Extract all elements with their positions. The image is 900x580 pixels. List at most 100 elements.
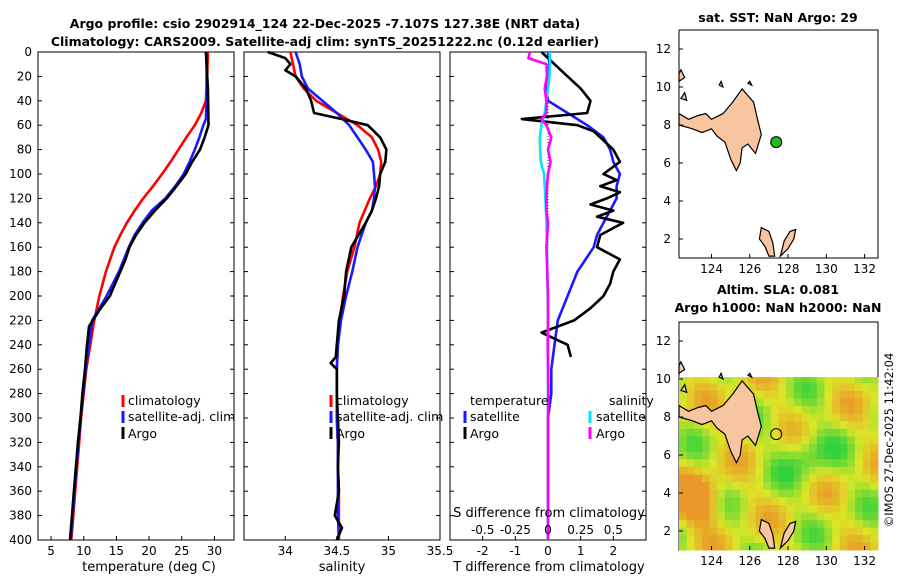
sla-cell <box>709 390 718 399</box>
sla-cell <box>832 466 841 475</box>
sla-cell <box>770 413 779 422</box>
sla-cell <box>839 458 848 467</box>
mindanao-landmass <box>678 87 762 172</box>
sla-cell <box>862 436 871 445</box>
sla-cell <box>724 504 734 513</box>
sla-cell <box>778 443 787 452</box>
sla-cell <box>702 519 711 528</box>
sla-cell <box>862 420 871 429</box>
sla-cell <box>870 519 879 528</box>
sla-cell <box>747 489 757 498</box>
sla-cell <box>763 542 772 551</box>
sla-cell <box>816 451 825 460</box>
small-island <box>746 80 754 87</box>
sla-cell <box>855 420 864 429</box>
sla-cell <box>793 474 802 483</box>
sla-cell <box>770 519 779 528</box>
sla-cell <box>740 436 749 445</box>
sla-cell <box>778 382 787 391</box>
sla-cell <box>786 466 795 475</box>
sla-cell <box>679 481 688 490</box>
sla-cell <box>770 443 779 452</box>
sla-cell <box>709 377 718 384</box>
x-tick-label: 2 <box>610 544 618 558</box>
sla-cell <box>816 542 825 551</box>
sla-cell <box>694 496 703 505</box>
sla-cell <box>770 377 779 384</box>
sla-cell <box>740 489 749 498</box>
sla-cell <box>732 474 741 483</box>
x-tick-label: 30 <box>207 544 222 558</box>
sla-cell <box>793 398 802 407</box>
legend-label-temp-argo: Argo <box>470 426 499 441</box>
sla-cell <box>732 377 741 384</box>
sla-cell <box>702 436 711 445</box>
sla-cell <box>724 481 734 490</box>
sla-cell <box>809 512 818 521</box>
sla-cell <box>747 542 757 551</box>
sla-cell <box>717 519 726 528</box>
sla-cell <box>832 428 841 437</box>
sla-cell <box>816 534 825 543</box>
sla-cell <box>824 496 833 505</box>
map-x-tick-label: 124 <box>700 262 723 276</box>
sla-cell <box>816 489 825 498</box>
series-line-temperature-argo <box>520 51 625 358</box>
sla-cell <box>763 382 772 391</box>
sla-cell <box>855 413 864 422</box>
sla-cell <box>679 474 688 483</box>
sla-cell <box>832 519 841 528</box>
sla-cell <box>801 413 810 422</box>
sla-cell <box>839 413 848 422</box>
timestamp-watermark: ©IMOS 27-Dec-2025 11:42:04 <box>882 353 896 528</box>
map-y-tick-label: 2 <box>663 232 671 246</box>
sla-cell <box>679 496 688 505</box>
sla-cell <box>763 377 772 384</box>
sla-cell <box>870 504 879 513</box>
sla-cell <box>770 481 779 490</box>
sla-cell <box>770 489 779 498</box>
map-y-tick-label: 4 <box>663 486 671 500</box>
sangihe-landmass <box>758 518 776 549</box>
sangihe-landmass <box>758 226 776 257</box>
sla-cell <box>816 527 825 536</box>
sla-cell <box>724 458 734 467</box>
sla-cell <box>717 527 726 536</box>
y-tick-label: 260 <box>9 362 32 376</box>
sla-cell <box>709 542 718 551</box>
series-line-argo <box>267 50 388 541</box>
x-tick-label: 5 <box>47 544 55 558</box>
sla-cell <box>740 466 749 475</box>
sla-cell <box>832 481 841 490</box>
sla-cell <box>862 504 871 513</box>
sla-cell <box>870 443 879 452</box>
sla-cell <box>793 542 802 551</box>
sla-cell <box>755 474 764 483</box>
legend-label-sal-satellite: satellite <box>596 409 646 424</box>
sla-cell <box>755 390 764 399</box>
sla-cell <box>809 420 818 429</box>
sla-cell <box>709 474 718 483</box>
sla-cell <box>740 377 749 384</box>
sla-cell <box>686 443 695 452</box>
sla-cell <box>855 527 864 536</box>
sla-cell <box>832 534 841 543</box>
sla-cell <box>824 534 833 543</box>
sla-cell <box>855 390 864 399</box>
sla-cell <box>862 481 871 490</box>
sla-cell <box>809 519 818 528</box>
map-y-tick-label: 10 <box>656 80 671 94</box>
sla-cell <box>832 377 841 384</box>
legend-label-satellite: satellite-adj. clim <box>128 409 235 424</box>
map-y-tick-label: 6 <box>663 448 671 462</box>
sla-cell <box>786 428 795 437</box>
sla-cell <box>832 398 841 407</box>
sla-cell <box>786 496 795 505</box>
sla-cell <box>747 504 757 513</box>
sla-cell <box>702 377 711 384</box>
sla-cell <box>778 451 787 460</box>
sla-cell <box>801 443 810 452</box>
sla-cell <box>809 527 818 536</box>
sla-cell <box>862 512 871 521</box>
sla-cell <box>778 405 787 414</box>
